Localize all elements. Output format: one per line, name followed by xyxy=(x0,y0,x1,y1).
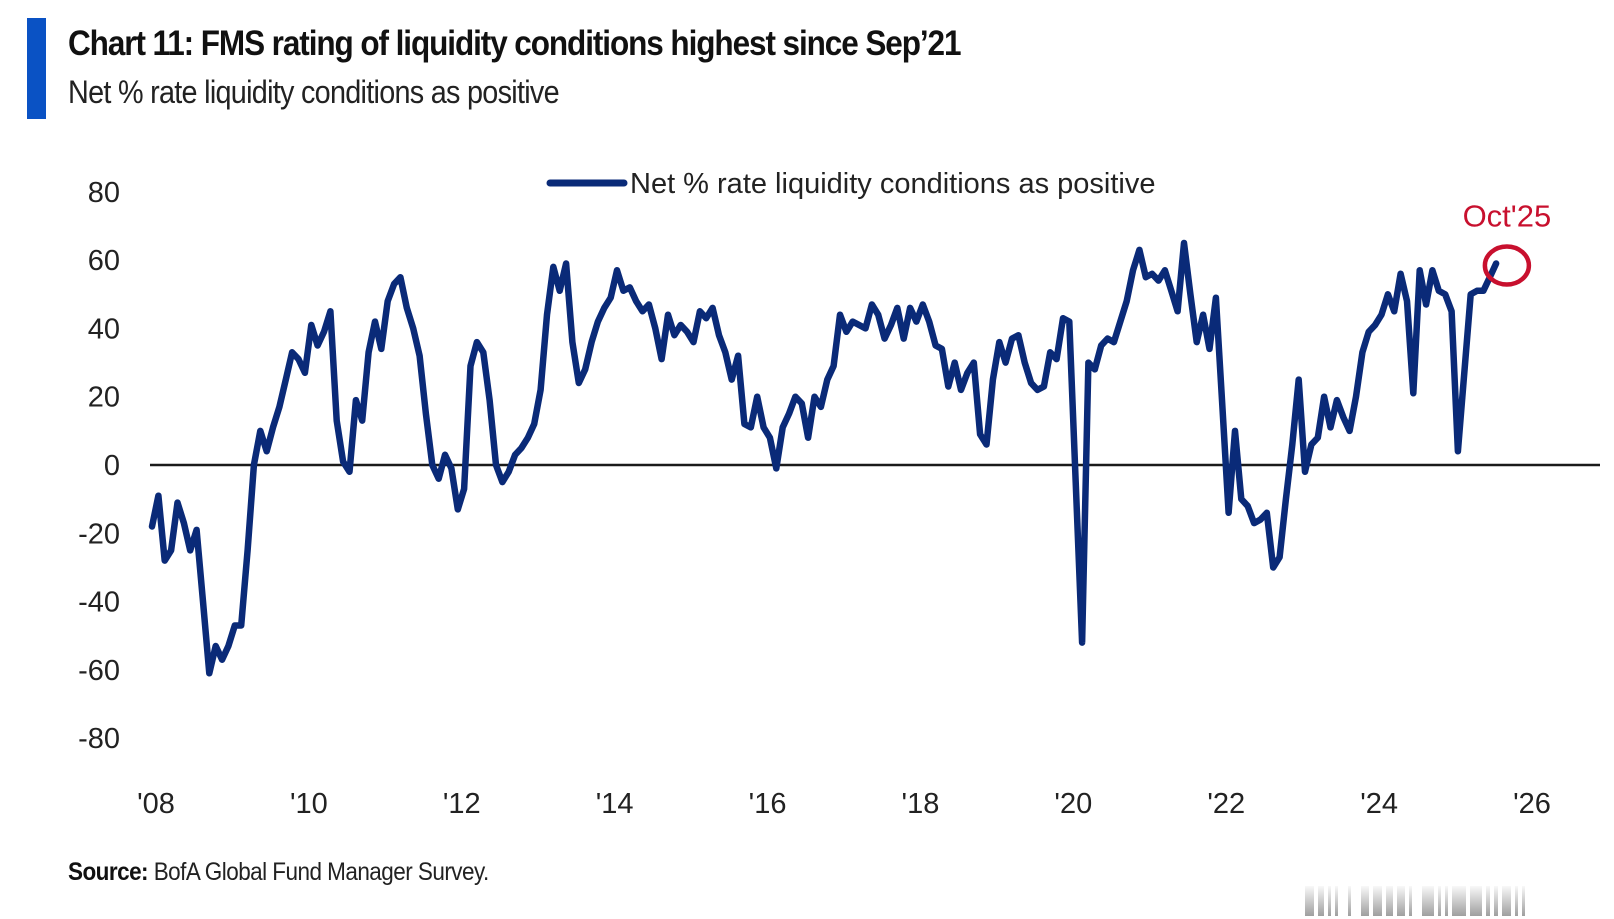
source-text: BofA Global Fund Manager Survey. xyxy=(148,858,490,886)
chart-title: Chart 11: FMS rating of liquidity condit… xyxy=(68,24,962,63)
y-tick-label: 40 xyxy=(88,313,120,345)
x-tick-label: '12 xyxy=(443,788,481,820)
x-tick-label: '16 xyxy=(749,788,787,820)
x-tick-label: '20 xyxy=(1054,788,1092,820)
x-tick-label: '22 xyxy=(1207,788,1245,820)
source-label: Source: xyxy=(68,858,149,886)
series-group xyxy=(148,239,1500,677)
annotation-circle xyxy=(1482,244,1532,287)
x-tick-label: '10 xyxy=(290,788,328,820)
legend-label: Net % rate liquidity conditions as posit… xyxy=(630,168,1155,200)
source-note: Source: BofA Global Fund Manager Survey. xyxy=(68,858,489,887)
legend: Net % rate liquidity conditions as posit… xyxy=(546,168,1155,200)
y-tick-label: 60 xyxy=(88,245,120,277)
y-tick-label: 80 xyxy=(88,177,120,209)
series-line xyxy=(148,239,1500,677)
watermark-barcode xyxy=(1305,886,1525,916)
y-tick-label: -20 xyxy=(78,518,120,550)
x-tick-label: '26 xyxy=(1513,788,1551,820)
annotation-group: Oct'25 xyxy=(1463,199,1552,287)
x-axis-ticks: '08 '10 '12 '14 '16 '18 '20 '22 '24 '26 xyxy=(137,788,1551,820)
x-tick-label: '18 xyxy=(902,788,940,820)
y-axis-ticks: 80 60 40 20 0 -20 -40 -60 -80 xyxy=(78,177,120,755)
title-accent-bar xyxy=(27,18,46,119)
chart-subtitle: Net % rate liquidity conditions as posit… xyxy=(68,74,560,110)
y-tick-label: 0 xyxy=(104,450,120,482)
y-tick-label: 20 xyxy=(88,382,120,414)
x-tick-label: '24 xyxy=(1360,788,1398,820)
y-tick-label: -60 xyxy=(78,655,120,687)
annotation-label: Oct'25 xyxy=(1463,199,1552,234)
y-tick-label: -80 xyxy=(78,723,120,755)
x-tick-label: '14 xyxy=(596,788,634,820)
x-tick-label: '08 xyxy=(137,788,175,820)
y-tick-label: -40 xyxy=(78,587,120,619)
